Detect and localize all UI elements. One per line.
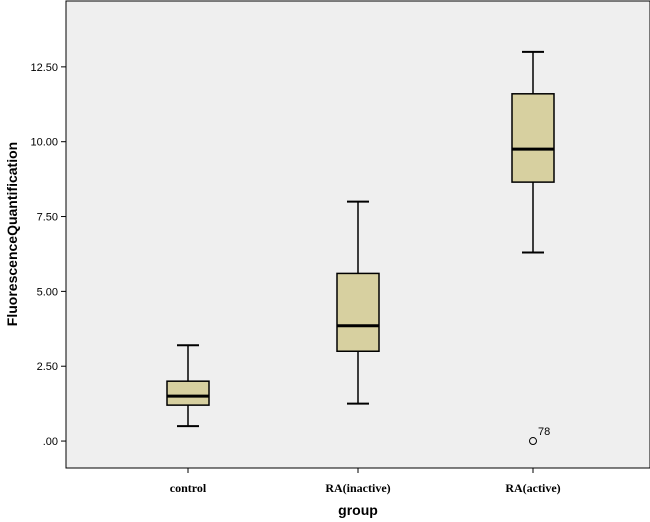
iqr-box <box>336 272 380 352</box>
x-axis: control RA(inactive) RA(active) <box>170 468 561 495</box>
y-tick-label: .00 <box>43 436 58 448</box>
y-tick-label: 5.00 <box>37 286 58 298</box>
x-tick-label: RA(active) <box>505 481 560 495</box>
box-3: 78 <box>511 50 555 446</box>
x-tick-label: control <box>170 481 207 495</box>
y-tick-label: 10.00 <box>30 137 58 149</box>
y-tick-label: 2.50 <box>37 361 58 373</box>
x-axis-title: group <box>338 502 378 518</box>
iqr-box <box>511 93 555 183</box>
box-2 <box>336 200 380 405</box>
y-axis-title: FluorescenceQuantification <box>4 142 20 326</box>
outlier-point <box>529 437 537 446</box>
y-tick-label: 7.50 <box>37 212 58 224</box>
box-1 <box>166 344 210 428</box>
y-tick-label: 12.50 <box>30 62 58 74</box>
y-axis: .00 2.50 5.00 7.50 10.00 12.50 <box>30 62 66 448</box>
iqr-box <box>166 380 210 406</box>
outlier-label: 78 <box>538 426 550 438</box>
x-tick-label: RA(inactive) <box>325 481 390 495</box>
boxes: 78 <box>166 50 555 446</box>
